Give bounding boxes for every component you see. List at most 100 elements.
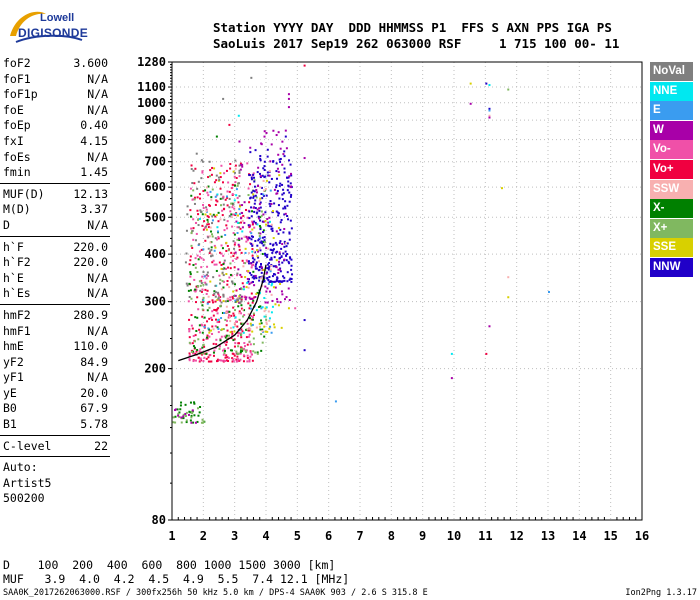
echo-point-nnw [282,192,285,195]
echo-point-w [260,266,263,269]
echo-point-sse [280,326,283,329]
param-value: N/A [87,217,108,232]
echo-point-nnw [252,173,255,176]
echo-point-vo [246,360,249,363]
echo-point-nne [217,318,220,321]
echo-point-w [174,409,177,412]
echo-point-e [214,195,217,198]
echo-point-nne [488,84,491,87]
echo-point-vo [241,259,244,262]
echo-point-vo [221,214,224,217]
echo-point-nnw [258,265,261,268]
echo-point-w [270,202,273,205]
echo-point-nnw [285,254,288,257]
echo-point-noval [184,261,187,264]
echo-point-x [185,419,188,422]
echo-point-nnw [290,278,293,281]
echo-point-vo [193,182,196,185]
echo-point-vo [213,244,216,247]
echo-point-vo [245,349,248,352]
echo-point-noval [199,289,202,292]
echo-point-nnw [262,244,265,247]
autoscaling-text: 500200 [3,491,45,506]
echo-point-nnw [272,243,275,246]
echo-point-sse [210,329,213,332]
echo-point-x [172,416,175,419]
echo-point-vo [208,251,211,254]
echo-point-nnw [255,277,258,280]
echo-point-x [263,335,266,338]
echo-point-sse [229,331,232,334]
echo-point-sse [273,323,276,326]
echo-point-vo [240,221,243,224]
echo-point-x [259,226,262,229]
echo-point-nne [242,331,245,334]
echo-point-nnw [253,176,256,179]
echo-point-nnw [279,240,282,243]
echo-point-w [237,237,240,240]
echo-point-sse [236,214,239,217]
echo-point-vo [231,357,234,360]
echo-point-e [207,327,210,330]
echo-point-e [223,312,226,315]
echo-point-vo [198,250,201,253]
echo-point-vo [210,173,213,176]
echo-point-vo [204,288,207,291]
echo-point-w [235,220,238,223]
echo-point-x [253,179,256,182]
param-separator [0,434,110,436]
echo-point-w [283,258,286,261]
echo-point-sse [213,167,216,170]
echo-point-sse [205,228,208,231]
echo-point-nnw [255,263,258,266]
echo-point-noval [220,193,223,196]
echo-point-vo [226,244,229,247]
echo-point-noval [209,255,212,258]
echo-point-x [240,349,243,352]
echo-point-x [264,315,267,318]
echo-point-vo [240,346,243,349]
echo-point-vo [220,335,223,338]
echo-point-w [254,296,257,299]
echo-point-vo [251,248,254,251]
echo-point-w [264,301,267,304]
echo-point-noval [238,169,241,172]
echo-point-ssw [205,210,208,213]
echo-point-x [259,305,262,308]
echo-point-w [180,416,183,419]
echo-point-nnw [272,273,275,276]
echo-point-nnw [269,242,272,245]
echo-point-noval [196,187,199,190]
echo-point-vo [253,314,256,317]
echo-point-vo [197,213,200,216]
echo-point-sse [501,187,503,190]
echo-point-noval [223,218,226,221]
echo-point-e [213,249,216,252]
echo-point-nnw [250,206,253,209]
param-value: 220.0 [73,239,108,254]
echo-point-vo [211,325,214,328]
param-row: foF2 3.600 [0,56,110,72]
echo-point-vo [233,345,236,348]
echo-point-sse [222,300,225,303]
echo-point-e [269,325,272,328]
echo-point-noval [202,271,205,274]
echo-point-w [281,163,284,166]
echo-point-w [257,166,260,169]
echo-point-x [211,235,214,238]
echo-point-nne [271,305,274,308]
echo-point-vo [194,359,197,362]
echo-point-w [281,293,284,296]
param-name: h`F [3,239,24,254]
echo-point-vo [216,308,219,311]
echo-point-x [190,414,193,417]
echo-point-x [256,352,259,355]
echo-point-vo [222,195,225,198]
echo-point-x [237,305,240,308]
echo-point-x [238,239,241,242]
echo-point-vo [211,332,214,335]
echo-point-ssw [220,288,223,291]
echo-point-x [241,347,244,350]
echo-point-x [220,204,223,207]
echo-point-vo [202,359,205,362]
